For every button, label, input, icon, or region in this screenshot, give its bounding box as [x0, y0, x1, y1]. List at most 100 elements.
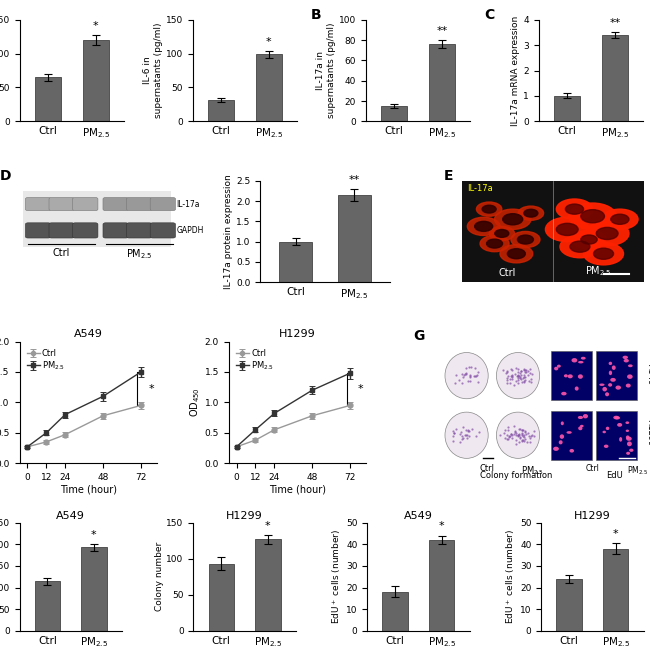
Circle shape — [602, 209, 638, 229]
Ellipse shape — [627, 374, 632, 379]
Ellipse shape — [603, 431, 606, 434]
Ellipse shape — [575, 386, 578, 390]
Ellipse shape — [581, 357, 586, 360]
Ellipse shape — [564, 374, 568, 377]
FancyBboxPatch shape — [150, 197, 176, 210]
Circle shape — [556, 223, 578, 236]
FancyBboxPatch shape — [103, 223, 128, 238]
Circle shape — [495, 230, 509, 237]
Text: E: E — [444, 169, 453, 183]
FancyBboxPatch shape — [25, 223, 51, 238]
Ellipse shape — [445, 353, 488, 399]
Text: Ctrl: Ctrl — [53, 248, 70, 258]
Circle shape — [524, 209, 538, 217]
Circle shape — [570, 241, 590, 252]
Bar — [554, 96, 580, 122]
Text: GAPDH: GAPDH — [176, 226, 203, 235]
Ellipse shape — [561, 392, 567, 396]
Ellipse shape — [608, 362, 612, 365]
Text: Ctrl: Ctrl — [499, 268, 516, 278]
Circle shape — [584, 242, 623, 265]
Ellipse shape — [604, 445, 608, 448]
Circle shape — [593, 248, 614, 260]
Bar — [596, 411, 638, 459]
Ellipse shape — [445, 412, 488, 458]
FancyBboxPatch shape — [103, 197, 128, 210]
Bar — [596, 351, 638, 400]
Text: *: * — [91, 530, 97, 540]
Ellipse shape — [578, 374, 583, 378]
Ellipse shape — [626, 452, 630, 455]
FancyBboxPatch shape — [127, 197, 152, 210]
Text: H1299: H1299 — [645, 419, 650, 446]
FancyBboxPatch shape — [49, 223, 74, 238]
Ellipse shape — [567, 374, 573, 378]
Ellipse shape — [580, 425, 584, 427]
Ellipse shape — [609, 371, 612, 375]
Ellipse shape — [560, 434, 564, 439]
Text: B: B — [311, 8, 322, 22]
Text: **: ** — [609, 18, 621, 28]
X-axis label: Time (hour): Time (hour) — [268, 485, 326, 495]
Text: **: ** — [349, 175, 360, 185]
Ellipse shape — [613, 416, 619, 420]
Circle shape — [489, 226, 515, 240]
Ellipse shape — [606, 427, 610, 430]
Text: D: D — [0, 169, 11, 183]
Circle shape — [467, 217, 500, 236]
FancyBboxPatch shape — [127, 223, 152, 238]
Circle shape — [487, 239, 502, 248]
Bar — [429, 44, 455, 122]
Circle shape — [508, 249, 525, 259]
Text: PM$_{2.5}$: PM$_{2.5}$ — [521, 464, 544, 477]
Bar — [551, 411, 592, 459]
Ellipse shape — [554, 367, 558, 371]
Bar — [255, 54, 282, 122]
Circle shape — [581, 210, 604, 223]
Text: **: ** — [436, 26, 447, 36]
Bar — [209, 564, 234, 631]
Legend: Ctrl, PM$_{2.5}$: Ctrl, PM$_{2.5}$ — [233, 346, 278, 375]
FancyBboxPatch shape — [73, 223, 98, 238]
Bar — [255, 539, 281, 631]
Circle shape — [495, 209, 531, 229]
Ellipse shape — [603, 387, 607, 392]
Ellipse shape — [619, 437, 622, 442]
Text: *: * — [266, 37, 272, 47]
Ellipse shape — [605, 392, 609, 396]
Ellipse shape — [626, 437, 632, 441]
Y-axis label: IL-17a protein expression: IL-17a protein expression — [224, 174, 233, 289]
Title: H1299: H1299 — [226, 511, 263, 521]
Circle shape — [569, 203, 616, 229]
Text: Ctrl: Ctrl — [480, 464, 495, 473]
Circle shape — [500, 244, 533, 263]
Bar — [338, 195, 370, 282]
Title: A549: A549 — [56, 511, 85, 521]
Ellipse shape — [497, 353, 540, 399]
Circle shape — [573, 230, 605, 248]
Ellipse shape — [608, 383, 612, 386]
Ellipse shape — [567, 431, 572, 434]
Ellipse shape — [616, 386, 621, 390]
Ellipse shape — [625, 422, 629, 424]
Ellipse shape — [626, 384, 630, 388]
Text: PM$_{2.5}$: PM$_{2.5}$ — [126, 248, 153, 262]
Y-axis label: EdU$^+$ cells (number): EdU$^+$ cells (number) — [504, 529, 517, 624]
FancyBboxPatch shape — [25, 197, 51, 210]
Circle shape — [480, 236, 509, 252]
Text: Ctrl: Ctrl — [585, 464, 599, 473]
Bar — [556, 579, 582, 631]
Circle shape — [545, 217, 589, 242]
Circle shape — [518, 206, 543, 220]
Circle shape — [611, 214, 629, 224]
Title: H1299: H1299 — [279, 329, 316, 339]
Circle shape — [517, 235, 534, 244]
Circle shape — [556, 199, 593, 219]
Ellipse shape — [626, 430, 629, 432]
Text: *: * — [439, 521, 445, 531]
Bar — [23, 191, 172, 246]
Circle shape — [482, 205, 496, 213]
Bar — [382, 592, 408, 631]
Text: A549: A549 — [645, 364, 650, 385]
Bar — [35, 78, 61, 122]
